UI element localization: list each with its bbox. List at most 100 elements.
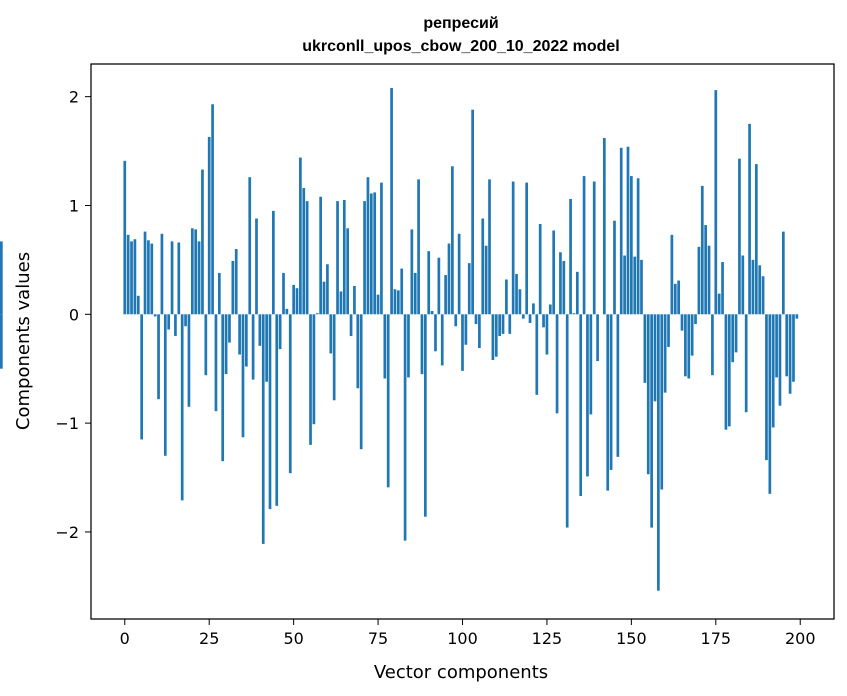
bar	[295, 288, 299, 315]
bar	[342, 200, 346, 315]
bar	[765, 314, 768, 461]
bar	[322, 281, 326, 315]
x-tick-label: 75	[368, 629, 388, 648]
bar	[410, 229, 414, 315]
x-tick-label: 0	[120, 629, 130, 648]
bar	[724, 314, 728, 430]
bar	[714, 90, 718, 315]
bar	[221, 314, 225, 462]
bar	[501, 314, 505, 334]
bar	[136, 295, 140, 315]
bar	[542, 314, 545, 328]
bar	[785, 314, 789, 377]
bar	[778, 314, 782, 406]
bar	[0, 314, 3, 369]
bar	[471, 109, 474, 315]
bar	[792, 314, 795, 382]
bar	[525, 182, 529, 315]
bar	[403, 314, 407, 541]
bar	[204, 314, 208, 376]
bar	[447, 243, 451, 315]
bar	[126, 234, 130, 315]
x-tick-label: 100	[447, 629, 478, 648]
bar	[532, 303, 535, 315]
bar	[167, 314, 171, 330]
bar	[332, 314, 336, 401]
bar	[133, 239, 137, 315]
bar	[383, 314, 387, 379]
bar	[673, 283, 677, 315]
x-tick-label: 150	[616, 629, 647, 648]
bar	[157, 314, 160, 400]
bar	[687, 314, 691, 379]
bar	[194, 229, 198, 315]
y-tick-label: 1	[69, 196, 79, 215]
bar	[616, 314, 620, 457]
bar	[694, 314, 697, 325]
bar	[535, 314, 539, 395]
bar	[657, 314, 660, 591]
bar	[592, 181, 596, 315]
bar	[282, 272, 285, 315]
bar	[163, 314, 167, 456]
bar	[623, 255, 626, 315]
bar	[572, 313, 576, 315]
bar	[697, 246, 701, 315]
bar	[393, 289, 397, 315]
bar	[207, 136, 211, 315]
bar	[356, 314, 360, 389]
bar	[508, 314, 512, 334]
bar	[498, 314, 501, 337]
bar	[184, 314, 187, 327]
bar	[417, 179, 420, 315]
bar	[640, 259, 643, 315]
bar	[717, 293, 721, 315]
bar	[754, 164, 758, 315]
bar	[613, 220, 616, 315]
bar	[224, 314, 228, 375]
bar	[596, 314, 599, 362]
bar	[170, 241, 174, 315]
x-tick-label: 200	[785, 629, 816, 648]
bar	[751, 259, 755, 315]
bar	[505, 279, 508, 315]
y-tick-label: −2	[55, 523, 79, 542]
bar	[633, 256, 637, 315]
bar	[734, 314, 738, 353]
bar	[518, 289, 522, 315]
bar	[234, 249, 238, 315]
bar	[292, 284, 295, 315]
bar	[569, 198, 572, 315]
bar	[143, 231, 147, 315]
bar	[711, 314, 714, 376]
bar	[174, 314, 177, 337]
bar	[272, 210, 275, 315]
bar	[197, 241, 201, 315]
bar	[0, 241, 3, 315]
bar	[680, 314, 684, 331]
bar	[275, 314, 279, 506]
bar	[420, 314, 424, 375]
bar	[190, 228, 194, 315]
bar	[575, 271, 579, 315]
y-tick-label: 2	[69, 88, 79, 107]
bar	[548, 304, 552, 315]
bar	[309, 314, 312, 445]
bar	[359, 314, 363, 450]
bar	[562, 260, 566, 315]
bar	[643, 314, 647, 383]
bar	[528, 314, 532, 323]
bar	[741, 255, 745, 315]
bar	[153, 314, 157, 317]
bar	[721, 262, 724, 315]
bar	[346, 228, 350, 315]
bar	[579, 314, 583, 497]
bar	[559, 252, 562, 315]
bar	[315, 313, 319, 315]
bar	[386, 314, 390, 488]
bar	[761, 276, 765, 315]
bar	[488, 179, 491, 315]
bar	[667, 314, 670, 347]
